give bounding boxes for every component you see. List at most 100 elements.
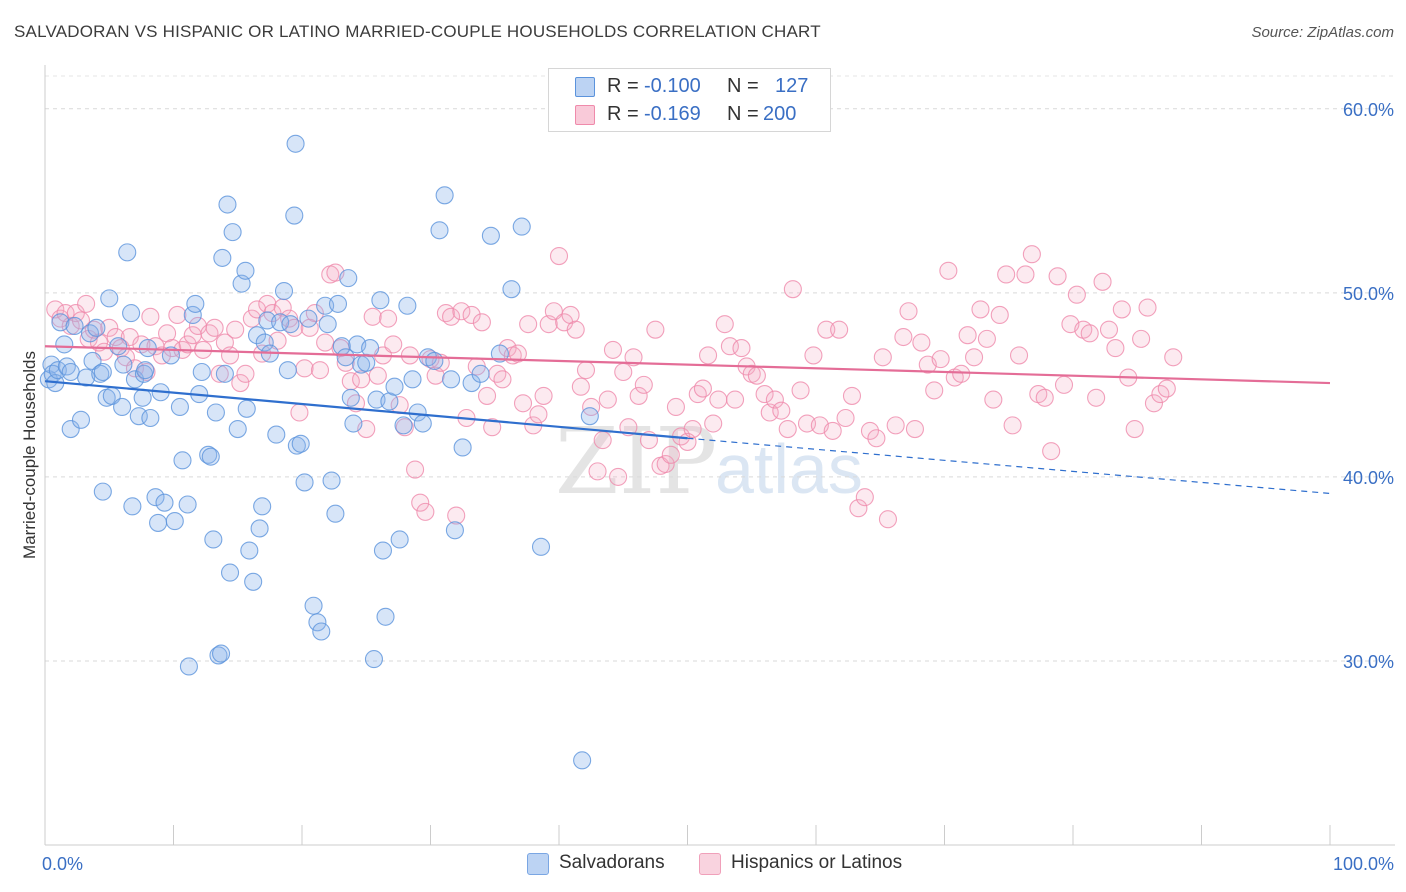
point-salvadorans — [471, 364, 490, 383]
point-hispanics-or-latinos — [709, 390, 728, 409]
point-hispanics-or-latinos — [513, 394, 533, 413]
point-hispanics-or-latinos — [1087, 388, 1106, 407]
point-hispanics-or-latinos — [588, 462, 607, 481]
point-hispanics-or-latinos — [873, 348, 892, 367]
bottom-legend-label: Salvadorans — [559, 852, 665, 873]
point-hispanics-or-latinos — [100, 318, 119, 337]
point-salvadorans — [146, 488, 165, 507]
point-hispanics-or-latinos — [778, 420, 797, 439]
point-salvadorans — [295, 473, 314, 492]
point-salvadorans — [236, 261, 255, 280]
point-hispanics-or-latinos — [534, 386, 553, 405]
point-hispanics-or-latinos — [971, 300, 990, 319]
point-hispanics-or-latinos — [452, 302, 471, 321]
point-hispanics-or-latinos — [732, 339, 751, 358]
point-hispanics-or-latinos — [593, 431, 612, 450]
point-hispanics-or-latinos — [384, 335, 403, 354]
watermark-atlas: atlas — [715, 430, 863, 508]
point-salvadorans — [502, 280, 521, 299]
point-hispanics-or-latinos — [1009, 346, 1029, 365]
point-salvadorans — [430, 221, 449, 240]
point-hispanics-or-latinos — [720, 337, 739, 356]
point-hispanics-or-latinos — [442, 307, 461, 326]
point-salvadorans — [192, 362, 211, 382]
point-salvadorans — [247, 326, 267, 345]
point-salvadorans — [253, 497, 272, 516]
point-salvadorans — [512, 217, 531, 236]
point-hispanics-or-latinos — [666, 397, 685, 417]
point-salvadorans — [481, 226, 500, 245]
point-salvadorans — [213, 248, 232, 267]
point-salvadorans — [413, 414, 432, 433]
point-salvadorans — [141, 408, 160, 428]
point-salvadorans — [240, 541, 259, 560]
point-hispanics-or-latinos — [747, 366, 766, 385]
point-salvadorans — [278, 361, 297, 380]
point-hispanics-or-latinos — [379, 309, 398, 328]
point-hispanics-or-latinos — [958, 326, 977, 345]
point-hispanics-or-latinos — [483, 418, 502, 437]
point-hispanics-or-latinos — [965, 348, 984, 367]
point-salvadorans — [394, 416, 413, 435]
point-hispanics-or-latinos — [619, 418, 638, 437]
legend-swatch-hispanics — [575, 105, 595, 125]
point-salvadorans — [91, 364, 110, 383]
point-hispanics-or-latinos — [141, 307, 160, 326]
bottom-legend-swatch — [527, 853, 549, 875]
point-salvadorans — [398, 296, 417, 315]
point-salvadorans — [71, 410, 91, 429]
point-hispanics-or-latinos — [508, 344, 527, 363]
point-salvadorans — [173, 451, 192, 470]
point-hispanics-or-latinos — [1080, 324, 1099, 343]
y-tick-label: 40.0% — [1343, 468, 1394, 488]
point-hispanics-or-latinos — [925, 381, 944, 400]
point-salvadorans — [55, 335, 74, 354]
point-hispanics-or-latinos — [1132, 329, 1151, 348]
point-hispanics-or-latinos — [765, 390, 784, 409]
point-salvadorans — [580, 407, 599, 426]
point-hispanics-or-latinos — [849, 499, 868, 518]
point-hispanics-or-latinos — [295, 359, 314, 378]
watermark-zip: ZIP — [555, 408, 717, 515]
point-salvadorans — [93, 482, 112, 501]
point-salvadorans — [204, 530, 223, 549]
point-hispanics-or-latinos — [905, 420, 924, 439]
legend-n-label: N = — [727, 103, 759, 125]
point-salvadorans — [218, 195, 237, 214]
point-salvadorans — [100, 289, 119, 308]
point-salvadorans — [312, 622, 331, 641]
point-hispanics-or-latinos — [624, 348, 643, 367]
point-salvadorans — [161, 346, 180, 365]
point-salvadorans — [228, 420, 247, 439]
point-hispanics-or-latinos — [1138, 298, 1157, 317]
point-hispanics-or-latinos — [310, 361, 330, 380]
point-hispanics-or-latinos — [1054, 375, 1074, 394]
point-salvadorans — [206, 403, 225, 422]
point-salvadorans — [178, 495, 197, 514]
point-hispanics-or-latinos — [1022, 245, 1041, 264]
chart-title: SALVADORAN VS HISPANIC OR LATINO MARRIED… — [14, 22, 821, 41]
point-hispanics-or-latinos — [220, 346, 240, 365]
point-hispanics-or-latinos — [836, 408, 855, 428]
point-hispanics-or-latinos — [878, 510, 898, 529]
point-salvadorans — [201, 447, 220, 466]
point-salvadorans — [376, 607, 395, 626]
point-hispanics-or-latinos — [290, 403, 309, 422]
point-hispanics-or-latinos — [1093, 272, 1112, 291]
point-hispanics-or-latinos — [939, 261, 958, 280]
y-tick-label: 50.0% — [1343, 284, 1394, 304]
point-hispanics-or-latinos — [990, 305, 1009, 324]
point-salvadorans — [326, 504, 345, 523]
point-hispanics-or-latinos — [493, 370, 512, 389]
point-hispanics-or-latinos — [791, 381, 810, 400]
point-hispanics-or-latinos — [1112, 300, 1131, 319]
point-salvadorans — [322, 471, 341, 490]
point-hispanics-or-latinos — [1099, 320, 1119, 339]
point-hispanics-or-latinos — [842, 386, 862, 405]
point-hispanics-or-latinos — [997, 265, 1016, 284]
legend-n-value: 127 — [775, 75, 809, 97]
legend-row-salvadorans: R = -0.100 N = 127 — [549, 72, 830, 100]
point-salvadorans — [403, 370, 422, 389]
point-hispanics-or-latinos — [226, 320, 245, 339]
